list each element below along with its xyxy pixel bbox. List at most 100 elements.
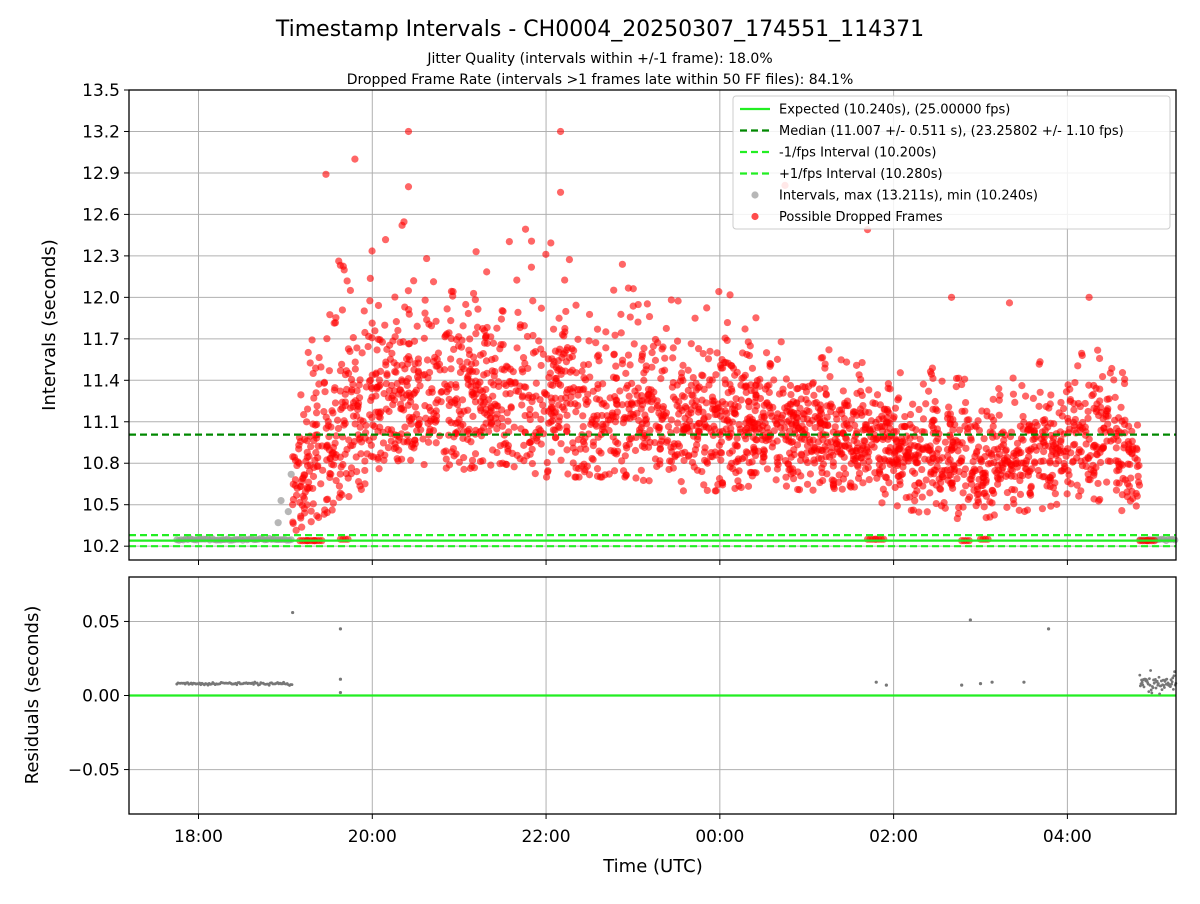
dropped-frame-point [487,333,495,341]
dropped-frame-point [1009,390,1018,398]
dropped-frame-point [1046,457,1054,465]
dropped-frame-point [953,475,961,483]
dropped-frame-point [308,336,316,344]
dropped-frame-point [640,440,648,448]
dropped-frame-point [629,411,637,419]
dropped-frame-point [1060,404,1068,413]
residual-point [1141,683,1145,687]
dropped-frame-point [915,479,923,487]
dropped-frame-point [737,483,745,492]
dropped-frame-point [664,423,673,431]
dropped-frame-point [929,405,937,413]
dropped-frame-point [345,436,353,444]
dropped-frame-point [544,355,552,363]
dropped-frame-point [477,427,486,435]
dropped-frame-point [745,429,753,437]
dropped-frame-point [787,390,795,399]
dropped-frame-point [1103,395,1111,403]
dropped-frame-point [323,335,331,343]
dropped-frame-point [631,387,639,395]
dropped-frame-point [656,460,664,468]
dropped-frame-point [802,455,810,464]
dropped-frame-point [1108,364,1116,373]
dropped-frame-point [679,487,688,495]
dropped-frame-point [367,441,375,449]
dropped-frame-point [1062,388,1071,396]
dropped-frame-point [307,443,315,451]
dropped-frame-point [1046,419,1055,427]
dropped-frame-point [1089,390,1097,398]
dropped-frame-point [961,398,970,407]
dropped-frame-point [1039,473,1047,481]
dropped-frame-point [335,482,344,490]
dropped-frame-point [1031,435,1039,443]
dropped-frame-point [365,377,374,385]
chart-subtitle-jitter: Jitter Quality (intervals within +/-1 fr… [426,51,772,67]
residual-point [1138,673,1142,677]
dropped-frame-point [460,365,468,373]
dropped-frame-point [493,448,501,457]
dropped-frame-point [679,361,687,369]
dropped-frame-point [442,447,450,455]
dropped-frame-point [381,236,390,244]
dropped-frame-point [912,426,920,434]
dropped-frame-point [641,411,649,419]
x-tick-label: 18:00 [174,827,223,847]
dropped-frame-point [892,456,900,464]
dropped-frame-point [421,309,429,317]
dropped-frame-point [926,489,934,497]
residual-point [338,690,343,695]
dropped-frame-point [980,503,988,511]
dropped-frame-point [607,447,615,455]
dropped-frame-point [529,297,537,305]
dropped-frame-point [431,353,439,361]
dropped-frame-point [667,443,675,451]
residual-point [1158,692,1161,696]
dropped-frame-point [561,276,569,284]
dropped-frame-point [836,448,844,456]
dropped-frame-point [938,470,946,479]
dropped-frame-point [466,335,474,343]
dropped-frame-point [1005,299,1014,307]
dropped-frame-point [585,337,593,345]
dropped-frame-point [865,386,873,394]
dropped-frame-point [519,354,528,362]
dropped-frame-point [368,384,376,393]
residual-point [990,680,994,684]
dropped-frame-point [779,385,787,393]
dropped-frame-point [560,405,568,414]
dropped-frame-point [470,353,478,361]
dropped-frame-point [924,387,933,395]
dropped-frame-point [289,501,297,509]
dropped-frame-point [983,412,991,420]
dropped-frame-point [1027,482,1035,490]
dropped-frame-point [300,411,308,419]
dropped-frame-point [818,469,826,477]
dropped-frame-point [706,347,714,355]
dropped-frame-point [929,454,937,462]
dropped-frame-point [1103,478,1111,486]
residuals-y-ticks: −0.05 0.00 0.05 [68,612,129,781]
dropped-frame-point [576,445,584,453]
dropped-frame-point [407,420,415,428]
dropped-frame-point [941,438,950,446]
dropped-frame-point [563,411,571,419]
dropped-frame-point [600,399,608,407]
dropped-frame-point [922,400,930,408]
dropped-frame-point [392,368,400,376]
dropped-frame-point [402,391,411,399]
dropped-frame-point [331,384,339,392]
dropped-frame-point [656,440,664,448]
intervals-y-tick-label: 12.3 [82,247,120,267]
dropped-frame-point [338,360,346,368]
dropped-frame-point [865,457,873,465]
dropped-frame-point [738,455,747,463]
dropped-frame-point [419,371,427,379]
dropped-frame-point [919,415,928,423]
dropped-frame-point [558,330,567,339]
dropped-frame-point [879,485,887,493]
dropped-frame-point [404,375,412,383]
dropped-frame-point [671,395,679,404]
dropped-frame-point [588,454,596,463]
dropped-frame-point [401,423,409,431]
